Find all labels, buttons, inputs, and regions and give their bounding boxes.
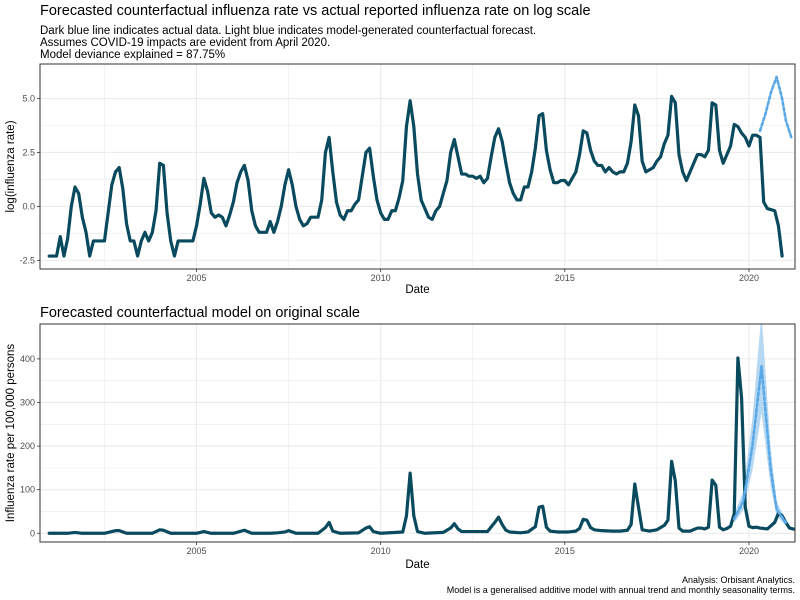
bottom-chart-actual-line xyxy=(47,356,795,535)
bottom-chart-x-tick-label: 2010 xyxy=(371,546,391,556)
top-chart-x-axis-label: Date xyxy=(405,284,429,296)
bottom-chart-y-tick-label: 100 xyxy=(20,485,35,495)
top-chart-y-axis-label: log(influenza rate) xyxy=(5,120,17,212)
top-chart-y-tick-label: 5.0 xyxy=(22,94,35,104)
top-chart-subtitle-line-3: Model deviance explained = 87.75% xyxy=(40,49,225,61)
top-chart-subtitle-line-2: Assumes COVID-19 impacts are evident fro… xyxy=(40,37,330,49)
top-chart-panel: 2005 2010 2015 2020 -2.5 0.0 2.5 5.0 xyxy=(19,63,796,283)
bottom-chart-y-tick-label: 0 xyxy=(30,528,35,538)
bottom-chart-y-tick-label: 400 xyxy=(20,354,35,364)
bottom-chart-y-tick-label: 200 xyxy=(20,441,35,451)
top-chart-panel-border xyxy=(39,63,796,270)
bottom-chart-x-axis-label: Date xyxy=(405,559,429,571)
bottom-chart-panel-border xyxy=(39,323,796,543)
bottom-chart-x-tick-label: 2005 xyxy=(187,546,207,556)
top-chart-subtitle-line-1: Dark blue line indicates actual data. Li… xyxy=(40,25,536,37)
top-chart-title: Forecasted counterfactual influenza rate… xyxy=(40,3,591,19)
top-chart-x-tick-label: 2015 xyxy=(555,273,575,283)
top-chart-y-tick-label: 2.5 xyxy=(22,147,35,157)
top-chart-y-tick-label: -2.5 xyxy=(19,255,35,265)
top-chart-x-tick-label: 2010 xyxy=(371,273,391,283)
top-chart-x-tick-label: 2020 xyxy=(739,273,759,283)
top-chart-y-tick-label: 0.0 xyxy=(22,201,35,211)
top-chart-x-tick-label: 2005 xyxy=(187,273,207,283)
bottom-chart-x-tick-label: 2015 xyxy=(555,546,575,556)
bottom-chart-y-tick-label: 300 xyxy=(20,397,35,407)
caption-model-note: Model is a generalised additive model wi… xyxy=(447,585,795,595)
bottom-chart-panel: 2005 2010 2015 2020 0 100 200 300 400 xyxy=(20,323,796,556)
bottom-chart-title: Forecasted counterfactual model on origi… xyxy=(40,305,360,321)
bottom-chart-plot-background xyxy=(40,324,795,542)
caption-analysis: Analysis: Orbisant Analytics. xyxy=(682,575,795,585)
bottom-chart-x-tick-label: 2020 xyxy=(739,546,759,556)
top-chart-actual-line xyxy=(47,94,784,258)
top-chart-forecast-line xyxy=(758,75,793,139)
bottom-chart-y-axis-label: Influenza rate per 100,000 persons xyxy=(5,344,17,523)
bottom-chart-forecast-line xyxy=(732,364,788,524)
